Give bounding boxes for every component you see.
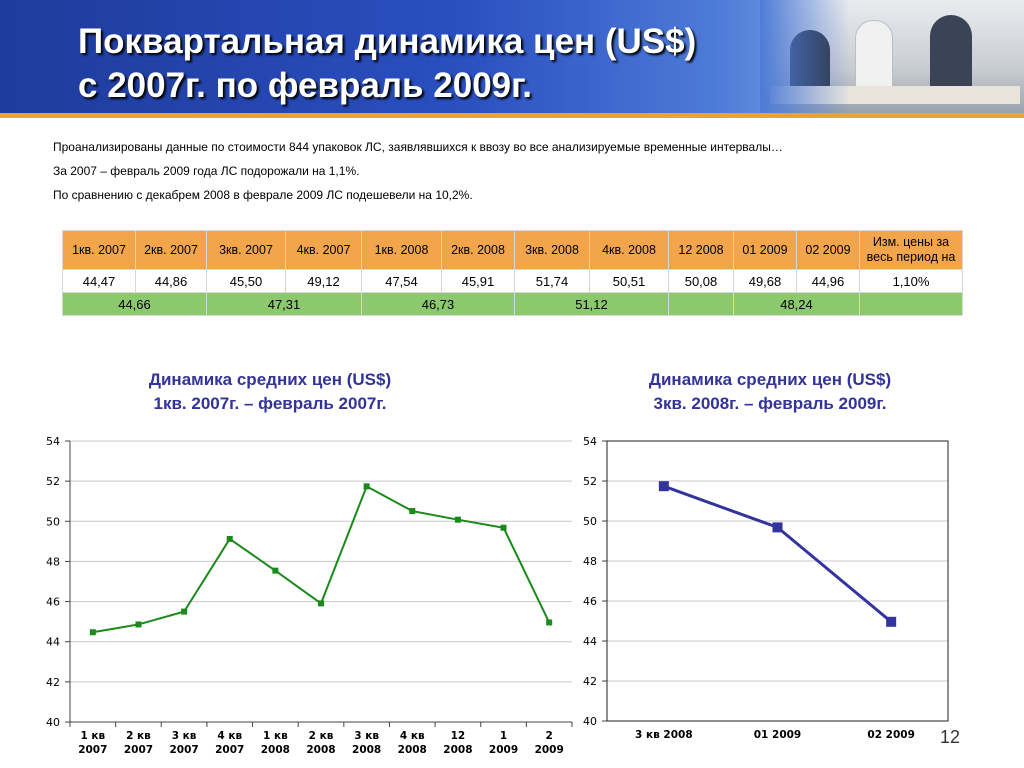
value-cell: 1,10%	[859, 269, 963, 293]
average-cell: 47,31	[206, 292, 362, 316]
value-cell: 49,12	[285, 269, 362, 293]
value-cell: 47,54	[361, 269, 442, 293]
value-cell: 49,68	[733, 269, 797, 293]
data-point	[546, 619, 553, 626]
value-cell: 50,08	[668, 269, 734, 293]
average-cell	[668, 292, 734, 316]
note-1: Проанализированы данные по стоимости 844…	[53, 140, 783, 154]
x-tick-label: 3 кв 2007	[169, 730, 198, 756]
x-tick-label: 2 2009	[535, 730, 564, 756]
x-tick-label: 4 кв 2007	[215, 730, 244, 756]
page-number: 12	[940, 727, 961, 747]
data-point	[226, 535, 233, 542]
title-line-1: Поквартальная динамика цен (US$)	[78, 22, 697, 61]
value-cell: 44,86	[135, 269, 207, 293]
header-cell: 2кв. 2007	[135, 230, 207, 270]
series-line	[92, 484, 551, 634]
y-tick-label: 54	[46, 435, 60, 448]
header-banner: Поквартальная динамика цен (US$) с 2007г…	[0, 0, 1024, 113]
header-cell: 1кв. 2008	[361, 230, 442, 270]
y-tick-label: 46	[583, 595, 597, 608]
y-tick-label: 48	[46, 555, 60, 568]
average-cell	[859, 292, 963, 316]
average-cell: 44,66	[62, 292, 207, 316]
x-tick-label: 2 кв 2007	[124, 730, 153, 756]
value-cell: 50,51	[589, 269, 669, 293]
data-point	[500, 524, 507, 531]
x-tick-label: 2 кв 2008	[306, 730, 335, 756]
y-tick-label: 54	[583, 435, 597, 448]
data-point	[89, 629, 96, 636]
page-title: Поквартальная динамика цен (US$) с 2007г…	[78, 20, 778, 108]
average-cell: 51,12	[514, 292, 669, 316]
y-tick-label: 44	[46, 636, 60, 649]
value-cell: 51,74	[514, 269, 590, 293]
x-tick-label: 1 2009	[489, 730, 518, 756]
chart-right-title-line-2: 3кв. 2008г. – февраль 2009г.	[653, 394, 887, 413]
data-point	[772, 522, 783, 533]
data-point	[318, 600, 324, 607]
chart-left-title: Динамика средних цен (US$) 1кв. 2007г. –…	[70, 368, 470, 416]
y-tick-label: 52	[583, 475, 597, 488]
header-cell: 3кв. 2007	[206, 230, 286, 270]
y-tick-label: 48	[583, 555, 597, 568]
office-photo	[760, 0, 1024, 113]
x-tick-label: 12 2008	[443, 730, 472, 756]
x-tick-label: 4 кв 2008	[398, 730, 427, 756]
price-table: 1кв. 2007 2кв. 2007 3кв. 2007 4кв. 2007 …	[62, 230, 963, 316]
chart-left-title-line-1: Динамика средних цен (US$)	[148, 370, 392, 389]
average-cell: 46,73	[361, 292, 515, 316]
y-tick-label: 44	[583, 635, 597, 648]
y-tick-label: 52	[46, 475, 60, 488]
data-point	[454, 516, 461, 523]
chart-right-title-line-1: Динамика средних цен (US$)	[648, 370, 892, 389]
y-tick-label: 42	[46, 676, 60, 689]
x-tick-label: 3 кв 2008	[635, 729, 693, 741]
average-cell: 48,24	[733, 292, 860, 316]
chart-left-title-line-2: 1кв. 2007г. – февраль 2007г.	[153, 394, 387, 413]
x-tick-label: 02 2009	[867, 729, 915, 741]
header-cell: 01 2009	[733, 230, 797, 270]
header-cell: 12 2008	[668, 230, 734, 270]
header-cell: 4кв. 2008	[589, 230, 669, 270]
table-header-row: 1кв. 2007 2кв. 2007 3кв. 2007 4кв. 2007 …	[62, 230, 963, 270]
value-cell: 44,96	[796, 269, 860, 293]
divider	[0, 113, 1024, 118]
chart-left: 40 42 44 46 48 50 52 54 1 кв 2007 2 кв 2007 3 кв 2007…	[46, 435, 573, 756]
y-tick-label: 40	[46, 716, 60, 729]
x-tick-label: 01 2009	[754, 729, 802, 741]
value-cell: 45,50	[206, 269, 286, 293]
header-cell: 2кв. 2008	[441, 230, 515, 270]
data-point	[658, 481, 669, 492]
x-tick-label: 3 кв 2008	[352, 730, 381, 756]
table-average-row: 44,66 47,31 46,73 51,12 48,24	[62, 292, 963, 316]
data-point	[886, 616, 897, 627]
data-point	[272, 567, 279, 574]
y-tick-label: 50	[46, 515, 60, 528]
header-cell: Изм. цены за весь период на	[859, 230, 963, 270]
header-cell: 02 2009	[796, 230, 860, 270]
table-row: 44,47 44,86 45,50 49,12 47,54 45,91 51,7…	[62, 269, 963, 293]
x-tick-label: 1 кв 2008	[261, 730, 290, 756]
data-point	[363, 483, 370, 490]
header-cell: 1кв. 2007	[62, 230, 136, 270]
chart-right: 40 42 44 46 48 50 52 54 3 кв 2008 01 2009 02 2009	[583, 435, 949, 741]
note-2: За 2007 – февраль 2009 года ЛС подорожал…	[53, 164, 360, 178]
header-cell: 3кв. 2008	[514, 230, 590, 270]
value-cell: 44,47	[62, 269, 136, 293]
data-point	[135, 621, 142, 628]
title-line-2: с 2007г. по февраль 2009г.	[78, 66, 532, 105]
value-cell: 45,91	[441, 269, 515, 293]
data-point	[181, 608, 188, 615]
note-3: По сравнению с декабрем 2008 в феврале 2…	[53, 188, 473, 202]
y-tick-label: 42	[583, 675, 597, 688]
data-point	[409, 508, 416, 515]
plot-frame	[606, 440, 949, 722]
x-tick-label: 1 кв 2007	[78, 730, 107, 756]
y-tick-label: 46	[46, 596, 60, 609]
y-tick-label: 40	[583, 715, 597, 728]
chart-right-title: Динамика средних цен (US$) 3кв. 2008г. –…	[570, 368, 970, 416]
y-tick-label: 50	[583, 515, 597, 528]
header-cell: 4кв. 2007	[285, 230, 362, 270]
